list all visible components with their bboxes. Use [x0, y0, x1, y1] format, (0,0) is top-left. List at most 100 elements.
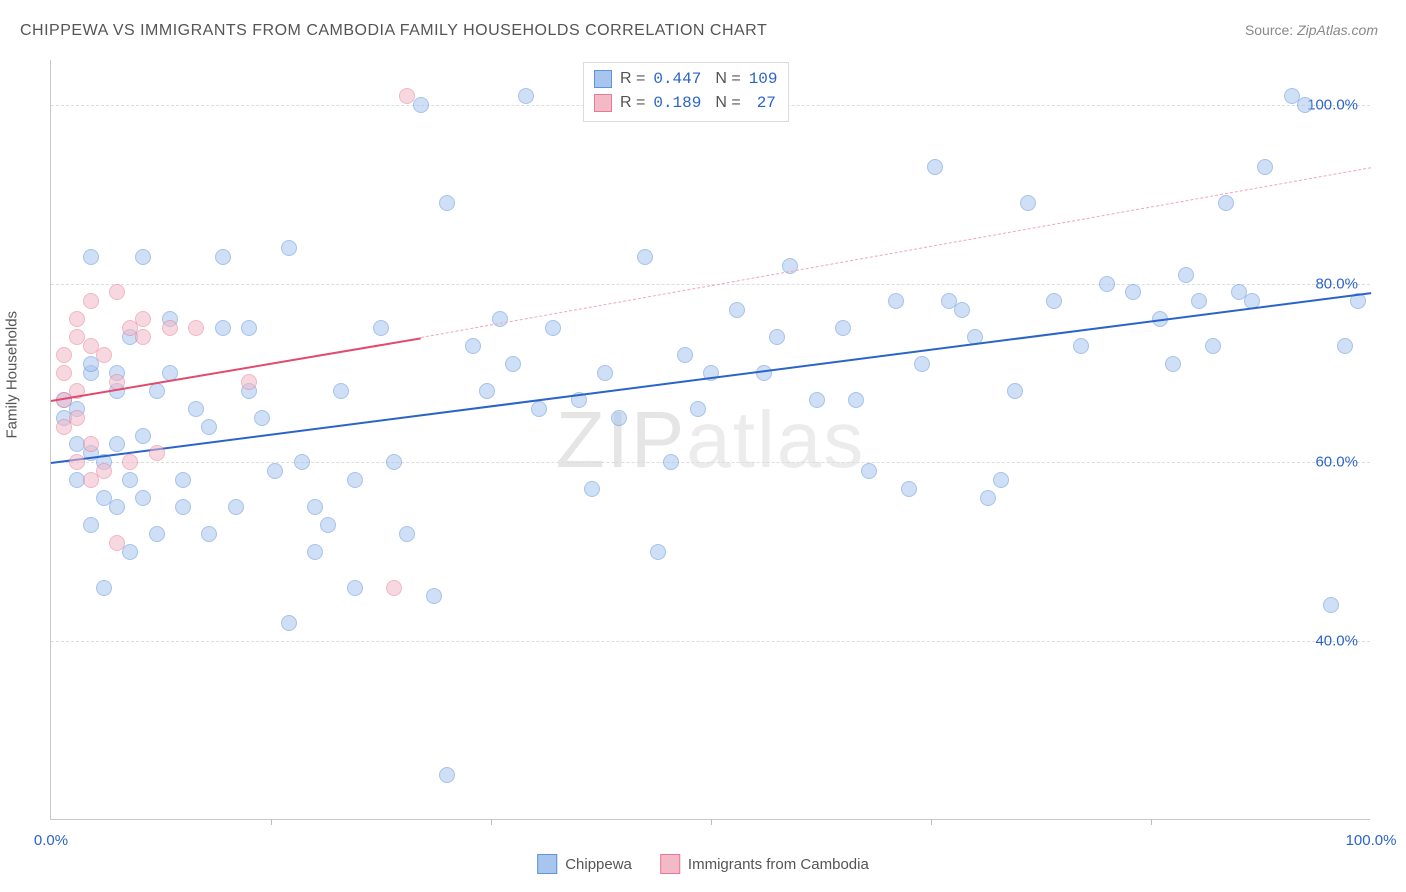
- data-point: [439, 195, 455, 211]
- data-point: [69, 410, 85, 426]
- data-point: [584, 481, 600, 497]
- data-point: [333, 383, 349, 399]
- x-tick-label: 100.0%: [1346, 832, 1397, 849]
- data-point: [914, 356, 930, 372]
- data-point: [122, 472, 138, 488]
- data-point: [1218, 195, 1234, 211]
- data-point: [1125, 284, 1141, 300]
- stats-swatch-series2: [594, 94, 612, 112]
- data-point: [228, 499, 244, 515]
- data-point: [1020, 195, 1036, 211]
- data-point: [531, 401, 547, 417]
- watermark-left: ZIP: [556, 395, 686, 484]
- data-point: [1337, 338, 1353, 354]
- source-prefix: Source:: [1245, 22, 1297, 38]
- x-tick-mark: [711, 819, 712, 825]
- data-point: [1099, 276, 1115, 292]
- data-point: [347, 472, 363, 488]
- stats-r-value-series2: 0.189: [653, 91, 701, 115]
- data-point: [386, 580, 402, 596]
- data-point: [83, 436, 99, 452]
- data-point: [479, 383, 495, 399]
- stats-r-value-series1: 0.447: [653, 67, 701, 91]
- data-point: [135, 428, 151, 444]
- stats-n-label: N =: [715, 91, 740, 115]
- data-point: [611, 410, 627, 426]
- data-point: [650, 544, 666, 560]
- data-point: [307, 499, 323, 515]
- stats-row-series2: R = 0.189 N = 27: [594, 91, 778, 115]
- x-tick-mark: [491, 819, 492, 825]
- trend-line: [421, 167, 1372, 338]
- data-point: [149, 445, 165, 461]
- data-point: [835, 320, 851, 336]
- y-tick-label: 40.0%: [1315, 633, 1358, 650]
- data-point: [545, 320, 561, 336]
- data-point: [241, 320, 257, 336]
- data-point: [201, 526, 217, 542]
- data-point: [426, 588, 442, 604]
- data-point: [373, 320, 389, 336]
- data-point: [109, 436, 125, 452]
- stats-n-value-series1: 109: [749, 67, 778, 91]
- bottom-legend: Chippewa Immigrants from Cambodia: [537, 854, 869, 874]
- data-point: [175, 472, 191, 488]
- data-point: [149, 383, 165, 399]
- data-point: [1046, 293, 1062, 309]
- data-point: [1323, 597, 1339, 613]
- data-point: [109, 284, 125, 300]
- stats-swatch-series1: [594, 70, 612, 88]
- data-point: [347, 580, 363, 596]
- data-point: [135, 311, 151, 327]
- stats-n-value-series2: 27: [757, 91, 776, 115]
- data-point: [1073, 338, 1089, 354]
- data-point: [83, 249, 99, 265]
- legend-swatch-series1: [537, 854, 557, 874]
- data-point: [861, 463, 877, 479]
- data-point: [188, 320, 204, 336]
- legend-item-series2: Immigrants from Cambodia: [660, 854, 869, 874]
- data-point: [888, 293, 904, 309]
- data-point: [729, 302, 745, 318]
- data-point: [135, 249, 151, 265]
- watermark-right: atlas: [686, 395, 865, 484]
- data-point: [769, 329, 785, 345]
- data-point: [386, 454, 402, 470]
- data-point: [597, 365, 613, 381]
- data-point: [96, 347, 112, 363]
- legend-label-series2: Immigrants from Cambodia: [688, 856, 869, 873]
- data-point: [56, 347, 72, 363]
- data-point: [69, 454, 85, 470]
- y-axis-label: Family Households: [4, 311, 21, 439]
- data-point: [1165, 356, 1181, 372]
- y-tick-label: 60.0%: [1315, 454, 1358, 471]
- data-point: [980, 490, 996, 506]
- data-point: [122, 454, 138, 470]
- data-point: [439, 767, 455, 783]
- legend-label-series1: Chippewa: [565, 856, 632, 873]
- data-point: [954, 302, 970, 318]
- data-point: [162, 320, 178, 336]
- stats-legend-box: R = 0.447 N = 109 R = 0.189 N = 27: [583, 62, 789, 122]
- data-point: [96, 463, 112, 479]
- data-point: [413, 97, 429, 113]
- data-point: [109, 535, 125, 551]
- data-point: [56, 365, 72, 381]
- data-point: [809, 392, 825, 408]
- data-point: [149, 526, 165, 542]
- data-point: [690, 401, 706, 417]
- data-point: [901, 481, 917, 497]
- plot-area: ZIPatlas 40.0%60.0%80.0%100.0%0.0%100.0%: [50, 60, 1370, 820]
- data-point: [1297, 97, 1313, 113]
- data-point: [135, 490, 151, 506]
- y-tick-label: 80.0%: [1315, 275, 1358, 292]
- stats-n-label: N =: [715, 67, 740, 91]
- data-point: [215, 320, 231, 336]
- data-point: [201, 419, 217, 435]
- data-point: [518, 88, 534, 104]
- source-attribution: Source: ZipAtlas.com: [1245, 22, 1378, 38]
- data-point: [294, 454, 310, 470]
- x-tick-mark: [1151, 819, 1152, 825]
- y-tick-label: 100.0%: [1307, 96, 1358, 113]
- data-point: [83, 517, 99, 533]
